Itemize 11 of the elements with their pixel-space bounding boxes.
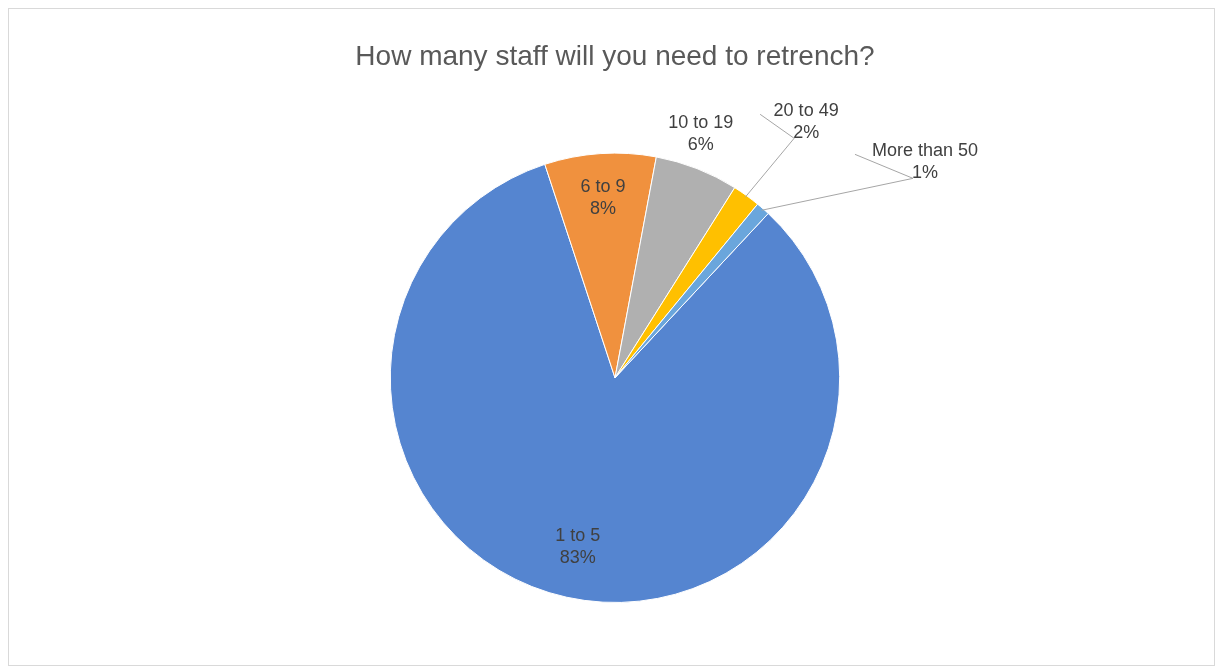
data-label: 6% — [687, 134, 714, 155]
chart-title: How many staff will you need to retrench? — [355, 39, 875, 71]
slice-label: 1 to 5 — [555, 524, 601, 545]
data-label: 83% — [559, 546, 596, 567]
data-label: 1% — [911, 162, 938, 183]
slice-label: More than 50 — [871, 140, 979, 161]
data-label: 2% — [793, 122, 820, 143]
slice-label: 6 to 9 — [580, 176, 626, 197]
slice-label: 20 to 49 — [773, 100, 839, 121]
slice-label: 10 to 19 — [668, 112, 734, 133]
data-label: 8% — [590, 198, 617, 219]
